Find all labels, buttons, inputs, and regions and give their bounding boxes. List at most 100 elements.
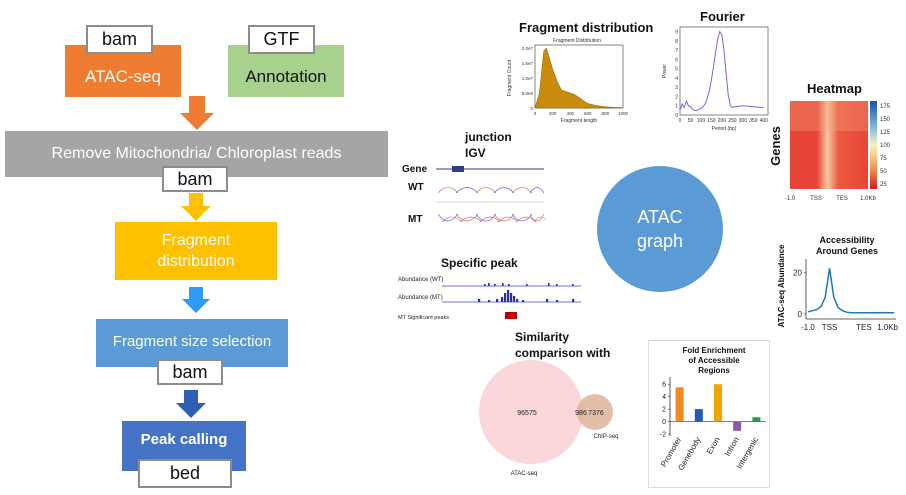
wt-arc	[493, 187, 515, 194]
bam-low-label: bam	[172, 361, 208, 382]
heatmap-colorbar-ticks: 175 150 125 100 75 50 25	[880, 104, 891, 188]
mt-arc	[455, 213, 479, 222]
bam-mid-tag: bam	[162, 166, 228, 192]
mt-junction-arcs	[437, 213, 546, 223]
mt-peak	[546, 299, 549, 302]
atac-graph-label: ATAC graph	[636, 207, 684, 251]
fragment-xtick-4: 800	[602, 111, 610, 116]
heatmap-cbar-tick-1: 150	[880, 117, 891, 123]
acc-xtick-3: 1.0Kb	[877, 323, 898, 332]
wt-peak	[484, 284, 486, 286]
heatmap-matrix	[790, 101, 868, 189]
fourier-ytick-0: 9	[675, 30, 678, 36]
heatmap-ylabel: Genes	[770, 126, 783, 166]
fourier-xtick-1: 50	[688, 118, 694, 124]
mt-arc	[441, 216, 463, 223]
accessibility-x-ticks: -1.0 TSS TES 1.0Kb	[801, 323, 898, 332]
bam-low-tag: bam	[157, 359, 223, 385]
fold-bar-genebody	[694, 409, 703, 422]
bed-output-tag: bed	[138, 459, 232, 488]
abundance-wt-label: Abundance (WT)	[398, 277, 443, 283]
fold-enrichment-chart: Fold Enrichment of Accessible Regions 6 4…	[648, 340, 770, 488]
mt-peak	[488, 300, 491, 302]
arrow-down-orange	[180, 96, 214, 130]
fold-ytick-3: 0	[662, 419, 666, 426]
fourier-ytick-1: 8	[675, 39, 678, 45]
fourier-xtick-0: 0	[679, 118, 682, 124]
wt-arc	[529, 187, 545, 194]
bam-top-label: bam	[101, 29, 137, 49]
arrow-down-yellow	[181, 193, 211, 221]
acc-xtick-1: TSS	[822, 323, 838, 332]
mt-arc	[533, 216, 546, 223]
mt-arc	[511, 213, 533, 222]
acc-xtick-0: -1.0	[801, 323, 815, 332]
heatmap-cbar-tick-6: 25	[880, 182, 887, 188]
mt-arc	[497, 216, 519, 223]
venn-atac-circle	[479, 360, 583, 464]
fragment-ytick-2: 1.0e7	[522, 76, 534, 81]
fourier-y-ticks: 9 8 7 6 5 4 3 2 1 0	[675, 30, 678, 119]
fragment-ytick-4: 0	[530, 106, 533, 111]
fragment-distribution-label: Fragment distribution	[157, 232, 235, 270]
mt-peak	[504, 293, 507, 302]
venn-chip-label: ChIP-seq	[593, 434, 618, 440]
mt-peak	[556, 300, 559, 302]
wt-arc	[475, 187, 497, 194]
mt-arc	[479, 216, 501, 223]
fragment-xtick-1: 200	[549, 111, 557, 116]
arrow-down-darkblue	[176, 390, 206, 418]
heatmap-cbar-tick-5: 50	[880, 169, 887, 175]
igv-title: IGV	[465, 146, 486, 160]
venn-left-count: 96575	[517, 410, 537, 417]
mt-peak	[507, 290, 510, 302]
accessibility-y-ticks: 20 0	[793, 268, 806, 319]
wt-peak	[488, 283, 490, 286]
fold-title-2: of Accessible	[688, 356, 740, 365]
wt-arc	[437, 187, 459, 194]
wt-peaks	[484, 283, 574, 286]
wt-junction-arcs	[437, 187, 545, 194]
fourier-xlabel: Period (bp)	[712, 126, 737, 132]
accessibility-ylabel: ATAC-seq Abundance	[777, 244, 786, 328]
accessibility-chart: Accessibility Around Genes 20 0 -1.0 TSS TE…	[777, 235, 899, 332]
heatmap-cbar-tick-2: 125	[880, 130, 891, 136]
wt-peak	[572, 284, 574, 286]
fourier-xtick-4: 200	[718, 118, 727, 124]
fold-y-ticks: 6 4 2 0 -2	[660, 382, 670, 439]
acc-ytick-1: 0	[798, 310, 803, 319]
gene-exon	[452, 166, 464, 172]
mt-peak	[513, 296, 516, 302]
fourier-ytick-3: 6	[675, 57, 678, 63]
significant-peak-marker	[505, 312, 517, 319]
mt-peak	[478, 299, 481, 302]
mt-peak	[496, 299, 499, 302]
atac-graph-circle: ATAC graph	[597, 166, 723, 292]
heatmap-xtick-2: TES	[836, 196, 848, 202]
accessibility-title-1: Accessibility	[819, 235, 874, 245]
fragment-y-ticks: 2.0e7 1.5e7 1.0e7 5.0e6 0	[522, 46, 534, 111]
venn-overlap-count: 986	[575, 410, 587, 417]
accessibility-title-2: Around Genes	[816, 246, 878, 256]
fragment-distribution-chart: Fragment Distribution 2.0e7 1.5e7 1.0e7 5.0…	[507, 38, 629, 124]
fragment-xlabel: Fragment length	[561, 118, 598, 124]
mt-arc	[475, 213, 497, 222]
fourier-xtick-7: 350	[749, 118, 758, 124]
fourier-ytick-4: 5	[675, 67, 678, 73]
fourier-xtick-3: 150	[707, 118, 716, 124]
wt-arc	[511, 187, 533, 194]
fourier-ytick-7: 2	[675, 94, 678, 100]
peak-calling-label: Peak calling	[140, 430, 228, 448]
heatmap-xtick-0: -1.0	[785, 196, 796, 202]
mt-peak	[510, 293, 513, 302]
heatmap-upper-shade	[790, 101, 868, 131]
fragment-ylabel: Fragment Count	[507, 59, 513, 96]
track-gene-label: Gene	[402, 164, 427, 175]
junction-title: junction	[465, 130, 512, 144]
fragment-inner-title: Fragment Distribution	[553, 38, 601, 44]
fold-bar-intron	[733, 421, 742, 431]
specific-peak-title: Specific peak	[441, 256, 518, 270]
heatmap-colorbar	[870, 101, 877, 189]
venn-atac-label: ATAC-seq	[511, 471, 538, 477]
heatmap-cbar-tick-3: 100	[880, 143, 891, 149]
